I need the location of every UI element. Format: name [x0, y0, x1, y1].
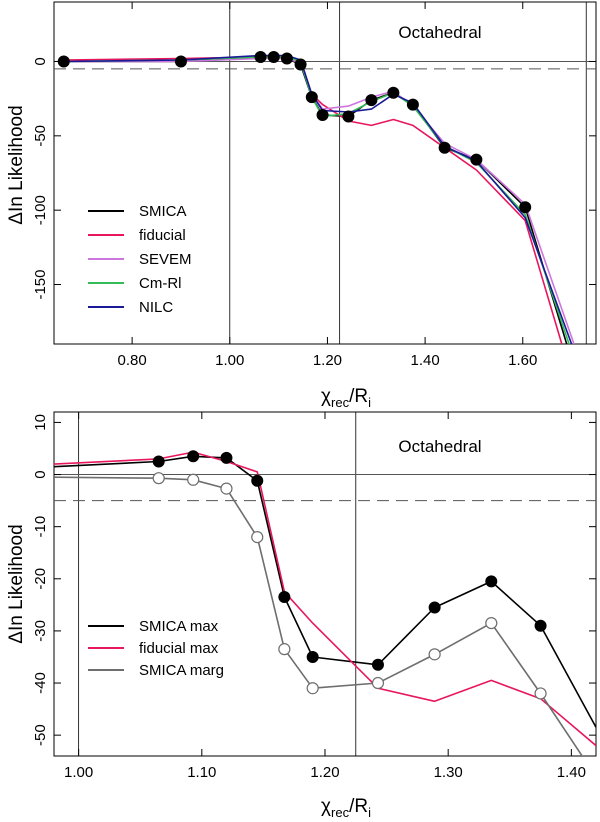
x-tick-label: 1.60 [508, 352, 537, 369]
top-annotation: Octahedral [398, 23, 481, 42]
data-point-smica-marg [485, 616, 498, 630]
bottom-chart-panel: 1.00 1.10 1.20 1.30 1.40 10 0 -10 -20 -30 -40 -50 O… [6, 411, 597, 820]
data-point-smica-max [428, 601, 441, 614]
data-point-smica [406, 98, 419, 111]
y-tick-label: -50 [32, 724, 49, 746]
bottom-y-axis-label: ΔIn Likelihood [6, 524, 27, 643]
data-point-smica-marg [152, 472, 165, 485]
legend-label-nilc: NILC [139, 299, 173, 316]
data-point-smica [438, 141, 451, 154]
y-tick-label: 0 [32, 470, 49, 478]
data-point-smica [316, 109, 329, 122]
legend-label-fiducial: fiducial [139, 227, 186, 244]
x-tick-label: 0.80 [118, 352, 147, 369]
data-point-smica [387, 86, 400, 99]
data-point-smica-marg [428, 648, 441, 661]
data-point-smica [294, 58, 307, 71]
bottom-annotation: Octahedral [398, 437, 481, 456]
series-line-sevem [63, 57, 575, 344]
data-point-smica-max [306, 650, 319, 663]
x-tick-label: 1.20 [313, 352, 342, 369]
data-point-smica [305, 91, 318, 104]
x-tick-label: 1.10 [187, 764, 216, 781]
top-x-axis-label: χrec/Ri [321, 386, 371, 410]
legend-label-sevem: SEVEM [139, 251, 192, 268]
y-tick-label: -50 [32, 125, 49, 147]
y-tick-label: -10 [32, 516, 49, 538]
y-tick-label: 0 [32, 57, 49, 65]
data-point-smica [470, 153, 483, 166]
data-point-smica [174, 55, 187, 68]
bottom-x-axis-label: χrec/Ri [321, 796, 371, 820]
data-point-smica-max [278, 591, 291, 604]
data-point-smica [365, 94, 378, 107]
data-point-smica [254, 51, 267, 64]
y-tick-label: -40 [32, 672, 49, 694]
data-point-smica [267, 51, 280, 64]
data-point-smica-marg [220, 482, 233, 495]
x-tick-label: 1.40 [410, 352, 439, 369]
x-tick-label: 1.30 [434, 764, 463, 781]
data-point-smica-marg [187, 473, 200, 486]
legend-label-cm-rl: Cm-Rl [139, 275, 182, 292]
y-tick-label: -20 [32, 568, 49, 590]
top-y-axis-label: ΔIn Likelihood [6, 105, 27, 224]
data-point-smica [280, 52, 293, 65]
series-line-smica-marg [54, 476, 584, 756]
top-legend: SMICA fiducial SEVEM Cm-Rl NILC [88, 203, 192, 316]
data-point-smica-marg [278, 643, 291, 656]
y-tick-label: -100 [32, 195, 49, 225]
data-point-smica-marg [371, 676, 385, 690]
y-tick-label: -30 [32, 620, 49, 642]
data-point-smica-marg [251, 530, 264, 544]
x-tick-label: 1.00 [64, 764, 93, 781]
data-point-smica-marg [534, 687, 547, 700]
data-point-smica [519, 201, 532, 214]
data-point-smica [342, 110, 355, 123]
top-plot-frame [53, 1, 597, 345]
bottom-plot-frame [53, 411, 597, 757]
legend-label-smica: SMICA [139, 203, 187, 220]
x-tick-label: 1.20 [310, 764, 339, 781]
series-line-nilc [63, 54, 573, 344]
data-point-smica-max [220, 451, 233, 464]
data-point-smica-max [187, 450, 200, 463]
legend-label-fiducial-max: fiducial max [139, 640, 219, 657]
data-point-smica-max [534, 619, 547, 632]
legend-label-smica-max: SMICA max [139, 618, 219, 635]
data-point-smica-max [251, 474, 264, 487]
x-tick-label: 1.40 [557, 764, 586, 781]
y-tick-label: 10 [32, 414, 49, 431]
data-point-smica-max [371, 658, 384, 671]
data-point-smica-marg [306, 682, 319, 695]
y-tick-label: -150 [32, 270, 49, 300]
legend-label-smica-marg: SMICA marg [139, 662, 224, 679]
data-point-smica-max [152, 455, 165, 468]
data-point-smica-max [485, 575, 498, 588]
top-chart-panel: 0.80 1.00 1.20 1.40 1.60 0 -50 -100 -150 Octahed… [6, 1, 597, 410]
series-line-fiducial-max [54, 451, 596, 747]
bottom-legend: SMICA max fiducial max SMICA marg [88, 618, 224, 679]
x-tick-label: 1.00 [215, 352, 244, 369]
